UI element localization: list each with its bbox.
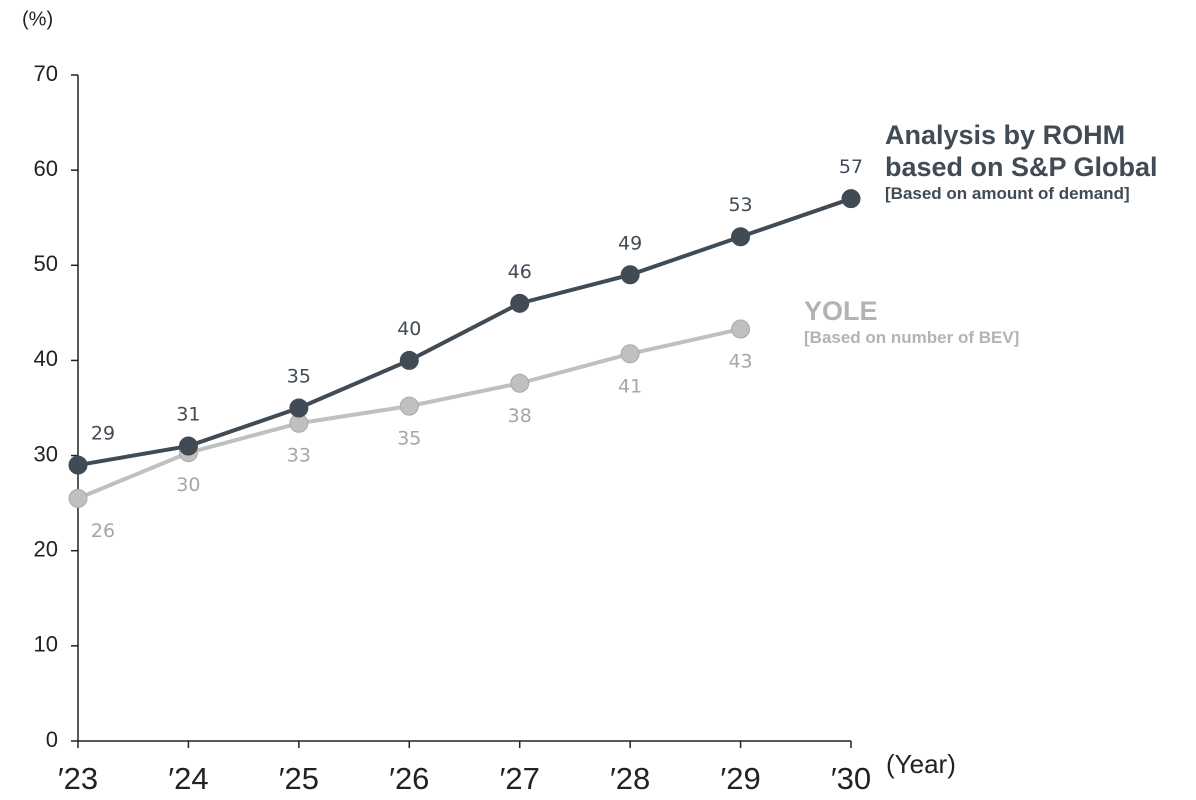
legend-label: YOLE <box>804 296 878 326</box>
data-label: 40 <box>397 318 421 340</box>
legend-sublabel: [Based on number of BEV] <box>804 327 1020 347</box>
y-axis-label: (%) <box>22 8 53 30</box>
data-label: 38 <box>508 405 532 427</box>
data-point <box>289 398 309 418</box>
data-label: 57 <box>839 156 863 178</box>
legend-entry: YOLE [Based on number of BEV] <box>804 296 1192 348</box>
data-point <box>399 396 419 416</box>
x-tick-label: ′30 <box>831 761 871 796</box>
data-point <box>731 227 751 247</box>
data-point <box>620 344 640 364</box>
data-label: 43 <box>728 351 752 373</box>
data-label: 53 <box>728 194 752 216</box>
data-label: 30 <box>176 474 200 496</box>
data-point <box>399 350 419 370</box>
data-label: 26 <box>91 520 115 542</box>
legend-label: Analysis by ROHM based on S&P Global <box>885 120 1158 182</box>
data-point <box>68 488 88 508</box>
data-label: 33 <box>287 445 311 467</box>
x-tick-label: ′27 <box>500 761 540 796</box>
y-tick-label: 40 <box>34 346 58 371</box>
legend-sublabel: [Based on amount of demand] <box>885 183 1130 203</box>
data-point <box>510 293 530 313</box>
data-label: 46 <box>508 261 532 283</box>
data-point <box>731 319 751 339</box>
data-point <box>510 373 530 393</box>
x-tick-label: ′29 <box>720 761 760 796</box>
data-point <box>68 455 88 475</box>
y-tick-label: 20 <box>34 537 58 562</box>
x-tick-label: ′23 <box>58 761 98 796</box>
data-label: 41 <box>618 375 642 397</box>
y-tick-label: 60 <box>34 156 58 181</box>
data-label: 29 <box>91 423 115 445</box>
y-tick-label: 70 <box>34 61 58 86</box>
x-tick-label: ′28 <box>610 761 650 796</box>
data-point <box>178 436 198 456</box>
y-tick-label: 0 <box>46 727 58 752</box>
y-tick-label: 50 <box>34 251 58 276</box>
y-tick-label: 30 <box>34 441 58 466</box>
legend-entry: Analysis by ROHM based on S&P Global [Bas… <box>885 120 1192 204</box>
data-point <box>841 189 861 209</box>
x-axis-label: (Year) <box>886 749 956 779</box>
data-label: 49 <box>618 232 642 254</box>
series-line <box>77 196 852 468</box>
x-tick-label: ′24 <box>168 761 208 796</box>
data-point <box>620 265 640 285</box>
x-tick-label: ′25 <box>279 761 319 796</box>
data-label: 35 <box>287 366 311 388</box>
data-label: 35 <box>397 428 421 450</box>
y-tick-label: 10 <box>34 632 58 657</box>
x-tick-label: ′26 <box>389 761 429 796</box>
data-label: 31 <box>176 404 200 426</box>
